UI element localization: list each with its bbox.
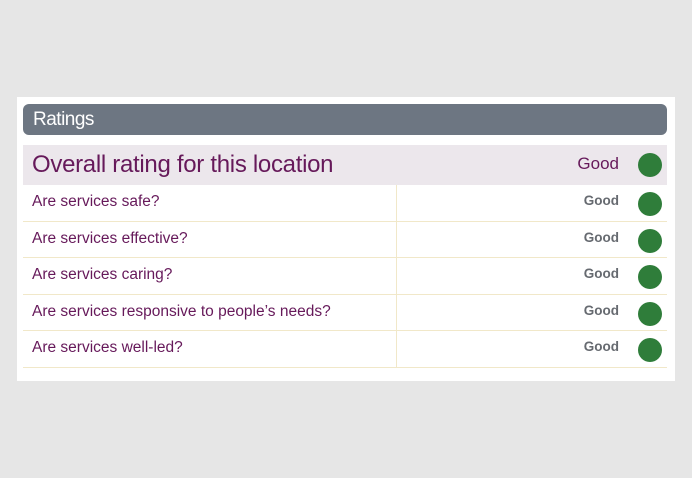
rating-question[interactable]: Are services caring? — [32, 266, 173, 284]
ratings-header: Ratings — [23, 104, 667, 135]
rating-value: Good — [583, 193, 619, 208]
rating-row-well-led[interactable]: Are services well-led? Good — [23, 331, 667, 368]
column-divider — [396, 221, 397, 258]
column-divider — [396, 294, 397, 331]
overall-rating-label: Overall rating for this location — [32, 151, 334, 178]
rating-row-effective[interactable]: Are services effective? Good — [23, 221, 667, 259]
overall-rating-value: Good — [577, 154, 619, 173]
rating-value: Good — [583, 339, 619, 355]
rating-row-responsive[interactable]: Are services responsive to people’s need… — [23, 294, 667, 332]
column-divider — [396, 185, 397, 221]
rating-question[interactable]: Are services safe? — [32, 193, 160, 210]
rating-value: Good — [583, 302, 619, 318]
green-circle-icon — [638, 192, 662, 216]
rating-question[interactable]: Are services well-led? — [32, 339, 183, 357]
rating-value: Good — [583, 266, 619, 282]
ratings-card: Ratings Overall rating for this location… — [17, 97, 675, 381]
rating-question[interactable]: Are services effective? — [32, 229, 188, 247]
ratings-list: Are services safe? Good Are services eff… — [23, 185, 667, 368]
rating-value: Good — [583, 229, 619, 245]
green-circle-icon — [638, 265, 662, 290]
rating-row-caring[interactable]: Are services caring? Good — [23, 258, 667, 295]
overall-rating-row: Overall rating for this location Good — [23, 145, 667, 185]
column-divider — [396, 331, 397, 367]
green-circle-icon — [638, 153, 662, 177]
green-circle-icon — [638, 228, 662, 253]
rating-row-safe[interactable]: Are services safe? Good — [23, 185, 667, 222]
green-circle-icon — [638, 338, 662, 363]
rating-question[interactable]: Are services responsive to people’s need… — [32, 302, 331, 320]
column-divider — [396, 258, 397, 294]
green-circle-icon — [638, 301, 662, 326]
